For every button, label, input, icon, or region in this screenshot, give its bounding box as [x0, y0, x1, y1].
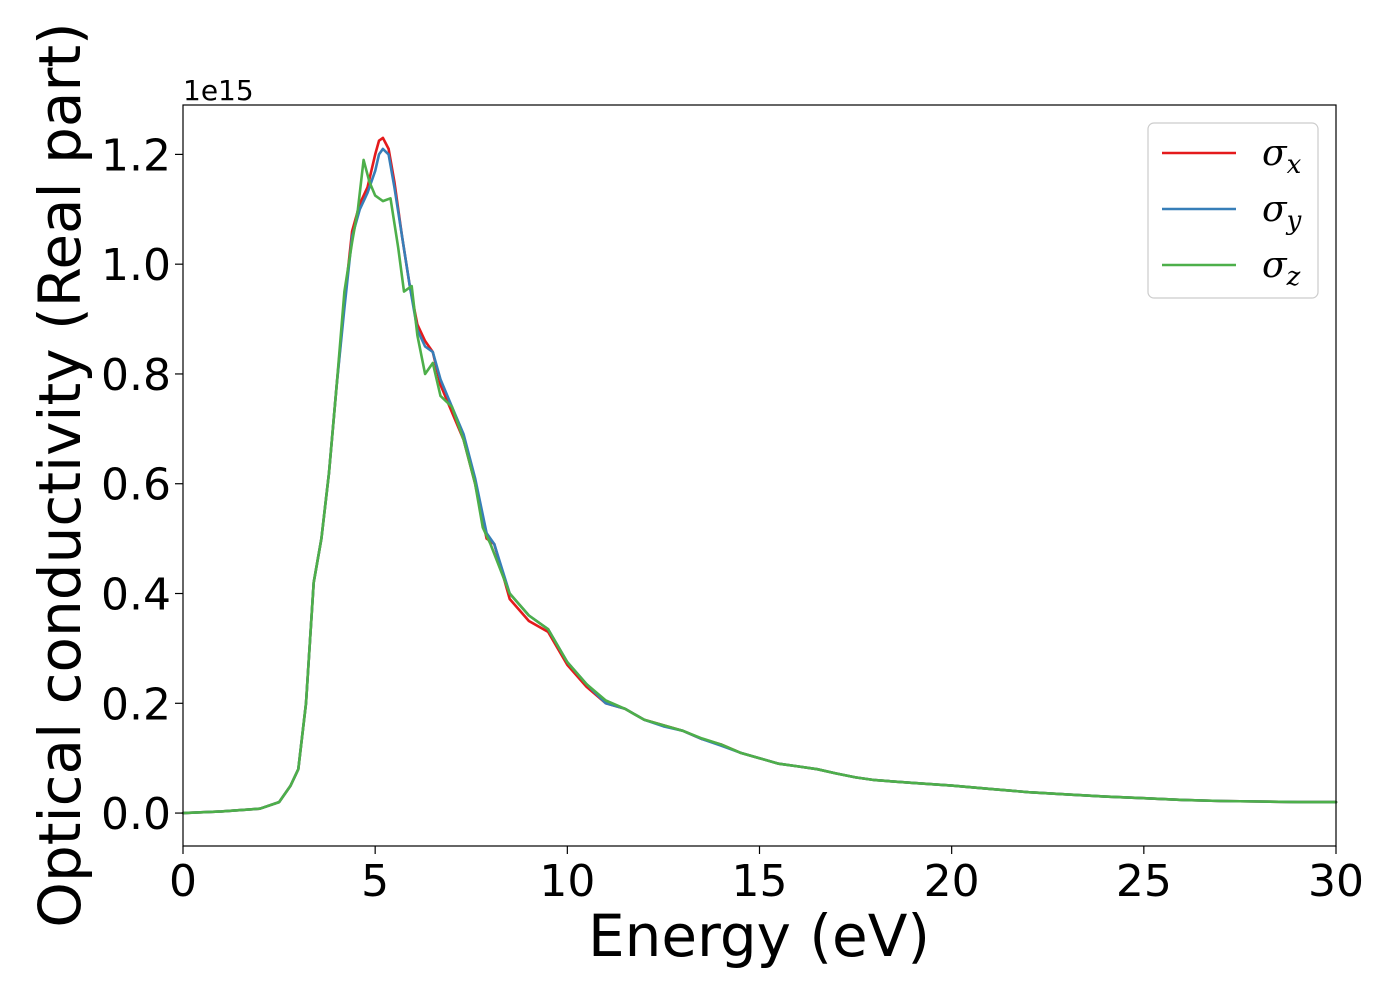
x-tick-label: 0	[169, 856, 197, 907]
x-tick-label: 25	[1116, 856, 1172, 907]
x-tick-label: 5	[361, 856, 389, 907]
x-tick-label: 30	[1308, 856, 1364, 907]
x-axis: 0 5 10 15 20 25 30	[169, 846, 1364, 907]
y-tick-label: 0.8	[101, 350, 171, 401]
x-tick-label: 15	[732, 856, 788, 907]
legend-box	[1147, 122, 1319, 299]
y-tick-label: 0.0	[101, 789, 171, 840]
y-tick-label: 0.2	[101, 679, 171, 730]
x-tick-label: 10	[539, 856, 595, 907]
series-layer	[181, 136, 1338, 815]
y-tick-label: 0.4	[101, 570, 171, 621]
x-axis-label: Energy (eV)	[588, 902, 930, 970]
y-tick-label: 0.6	[101, 460, 171, 511]
y-tick-label: 1.2	[101, 130, 171, 181]
y-axis-offset: 1e15	[183, 74, 254, 107]
y-axis: 0.0 0.2 0.4 0.6 0.8 1.0 1.2	[101, 130, 183, 840]
x-tick-label: 20	[924, 856, 980, 907]
y-tick-label: 1.0	[101, 240, 171, 291]
plot-area	[183, 105, 1336, 846]
y-axis-label: Optical conductivity (Real part)	[26, 22, 94, 927]
series-line-z	[181, 158, 1338, 815]
